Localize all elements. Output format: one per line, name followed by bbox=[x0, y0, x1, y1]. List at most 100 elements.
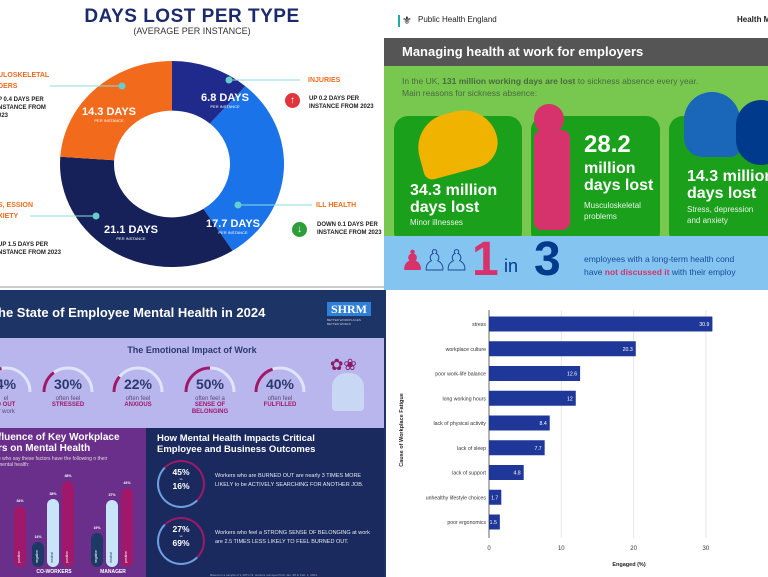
stat-in: in bbox=[504, 256, 519, 276]
x-tick-label: 0 bbox=[487, 546, 491, 552]
bar-poor-work-life-balance bbox=[489, 366, 581, 381]
person-outline-icon: ♟ bbox=[421, 245, 448, 277]
bar-value: 34% bbox=[16, 498, 24, 503]
gauge-emphasis: D OUT bbox=[0, 402, 16, 408]
intro2: Main reasons for sickness absence: bbox=[402, 88, 538, 98]
stat-text-1: employees with a long-term health cond bbox=[584, 254, 735, 264]
donut-slice-1 bbox=[203, 86, 284, 251]
x-tick-label: 10 bbox=[558, 546, 565, 552]
donut-chart bbox=[30, 60, 312, 268]
stat-three: 3 bbox=[534, 233, 561, 286]
leader-dot bbox=[118, 82, 126, 90]
bar-value: 38% bbox=[49, 491, 57, 496]
person-pain-icon bbox=[534, 104, 564, 134]
intro: In the UK, 131 million working days are … bbox=[402, 76, 699, 86]
bar-neutral: neutral bbox=[106, 500, 118, 567]
outcome-a: 45% bbox=[172, 467, 190, 477]
value-label: 7.7 bbox=[534, 446, 541, 452]
outcome-vs: vs bbox=[179, 477, 183, 481]
gauge-arc bbox=[42, 366, 94, 392]
bar-series-label: neutral bbox=[109, 552, 113, 563]
bar-lack-of-support bbox=[489, 465, 524, 480]
crest-icon: ⚜ bbox=[402, 15, 412, 27]
category-label: unhealthy lifestyle choices bbox=[426, 495, 487, 501]
value-label: 8.4 bbox=[540, 421, 547, 427]
value-label: 1.5 bbox=[490, 520, 497, 526]
person-body bbox=[534, 130, 570, 230]
leader-dot bbox=[225, 76, 233, 84]
bar-positive: positive bbox=[14, 505, 26, 567]
head-icon-2 bbox=[736, 100, 768, 165]
gauge-arc bbox=[184, 366, 236, 392]
gauge-emphasis: SENSE OF BELONGING bbox=[191, 402, 229, 415]
change-stress: UP 1.5 DAYS PER NSTANCE FROM 2023 bbox=[0, 242, 61, 256]
bar-series-label: neutral bbox=[50, 552, 54, 563]
bar-value: 14% bbox=[34, 534, 42, 539]
bar-negative: negative bbox=[32, 541, 44, 567]
shrm-title: he State of Employee Mental Health in 20… bbox=[0, 305, 266, 320]
gauge-4: 40% often feel FULFILLED bbox=[252, 362, 308, 422]
value-label: 30.9 bbox=[699, 322, 709, 328]
bar-neutral: neutral bbox=[47, 498, 59, 567]
gauge-caption: often feel bbox=[125, 396, 151, 402]
gauge-caption: often feel a bbox=[195, 396, 225, 402]
phe-panel: ⚜ Public Health England Health M Managin… bbox=[384, 0, 768, 290]
gauge-caption: often feel bbox=[267, 396, 293, 402]
shrm-tagline: BETTER WORKPLACES BETTER WORLD bbox=[327, 318, 361, 326]
fatigue-bar-chart: 0 10 20 30 stress 30.9 workplace culture 20.3 po… bbox=[399, 310, 713, 568]
legend-msk: ULOSKELETAL DERS bbox=[0, 72, 50, 90]
chart-title: DAYS LOST PER TYPE bbox=[84, 6, 300, 27]
bar-poor-ergonomics bbox=[489, 514, 500, 530]
category-label: stress bbox=[472, 322, 486, 328]
card1-number: 34.3 million days lost bbox=[410, 182, 498, 216]
category-label: lack of sleep bbox=[457, 446, 486, 452]
chart-subtitle: (AVERAGE PER INSTANCE) bbox=[133, 26, 251, 36]
stat-strip: ♟ ♟ ♟ 1 in 3 employees with a long-term … bbox=[384, 233, 768, 290]
stat-one: 1 bbox=[472, 233, 499, 286]
stat-text-2: have not discussed it with their employ bbox=[584, 267, 736, 277]
donut-slice-0 bbox=[172, 60, 246, 124]
gauge-percent: 40% bbox=[265, 376, 295, 392]
divider bbox=[398, 15, 400, 27]
value-label: 12 bbox=[567, 396, 573, 402]
category-label: long working hours bbox=[442, 396, 486, 402]
value-label: 12.6 bbox=[567, 372, 577, 378]
gauge-extra: ir work bbox=[0, 409, 15, 415]
head-icon bbox=[684, 92, 740, 157]
card3-number: 14.3 million days lost bbox=[687, 168, 768, 202]
outcome-ring-0: 45% vs 16% bbox=[157, 460, 205, 508]
shrm-logo: SHRM bbox=[327, 302, 371, 316]
legend-ill-health: ILL HEALTH bbox=[316, 202, 357, 209]
category-label: lack of support bbox=[452, 471, 486, 477]
y-axis-title: Cause of Workplace Fatigue bbox=[399, 393, 405, 467]
bar-positive: positive bbox=[62, 480, 74, 567]
emotional-section bbox=[0, 338, 384, 428]
bar-unhealthy-lifestyle-choices bbox=[489, 489, 502, 505]
outcome-a: 27% bbox=[172, 524, 190, 534]
card2-caption: Musculoskeletal problems bbox=[584, 201, 641, 221]
arrow-down-icon: ↓ bbox=[292, 222, 307, 237]
category-label: poor work-life balance bbox=[435, 372, 486, 378]
gauge-emphasis: ANXIOUS bbox=[124, 402, 152, 408]
donut-slice-2 bbox=[60, 156, 233, 268]
gauge-2: 22% often feel ANXIOUS bbox=[110, 362, 166, 422]
bar-value: 48% bbox=[64, 473, 72, 478]
bar-series-label: positive bbox=[65, 551, 69, 563]
bar-lack-of-sleep bbox=[489, 440, 545, 456]
footnote: Based on a sample of 1,405 U.S. workers … bbox=[210, 573, 318, 577]
donut-slice-3 bbox=[60, 60, 172, 161]
gauge-percent: 30% bbox=[53, 376, 83, 392]
shrm-panel: he State of Employee Mental Health in 20… bbox=[0, 290, 384, 577]
leader-dot bbox=[234, 201, 242, 209]
gauge-percent: 22% bbox=[123, 376, 153, 392]
gauge-emphasis: FULFILLED bbox=[263, 402, 297, 408]
fatigue-chart-panel: 0 10 20 30 stress 30.9 workplace culture 20.3 po… bbox=[384, 290, 768, 577]
change-injuries: UP 0.2 DAYS PER INSTANCE FROM 2023 bbox=[309, 96, 374, 110]
card1-caption: Minor illnesses bbox=[410, 218, 463, 227]
bar-workplace-culture bbox=[489, 341, 636, 357]
card2-unit: million days lost bbox=[584, 160, 654, 194]
outcome-text: Workers who are BURNED OUT are nearly 3 … bbox=[215, 473, 364, 488]
gauge-emphasis: STRESSED bbox=[51, 402, 85, 408]
gauge-3: 50% often feel a SENSE OF BELONGING bbox=[182, 362, 238, 422]
bar-series-label: negative bbox=[35, 549, 39, 563]
